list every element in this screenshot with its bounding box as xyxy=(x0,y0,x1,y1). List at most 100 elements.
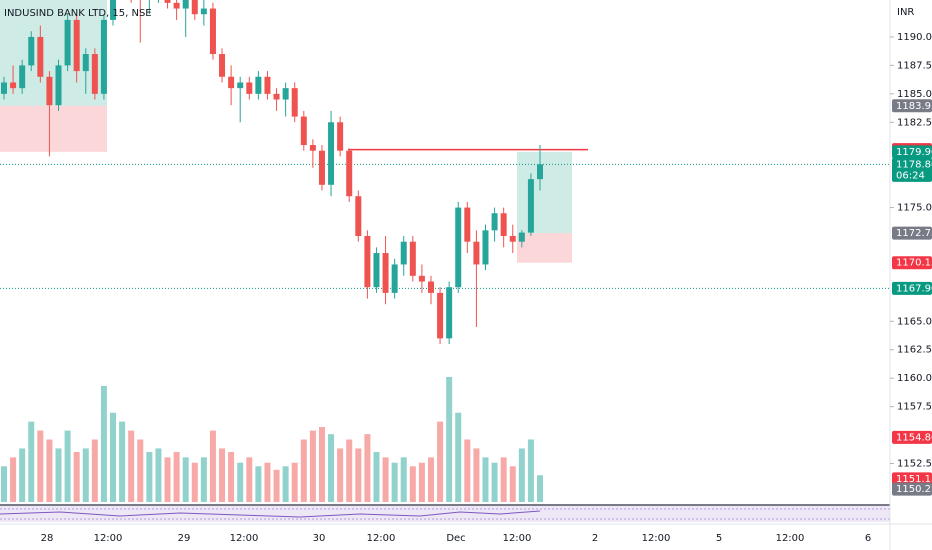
candle-body xyxy=(110,0,117,20)
volume-bar xyxy=(173,452,180,502)
profit-zone xyxy=(0,0,107,106)
volume-bar xyxy=(527,439,534,502)
y-tick-label: 1157.50 xyxy=(897,402,932,413)
price-tag-label: 1167.90 xyxy=(896,283,932,294)
y-tick-label: 1190.00 xyxy=(897,32,932,43)
volume-bar xyxy=(237,462,244,502)
x-tick-label: 12:00 xyxy=(776,533,805,544)
candle-body xyxy=(55,65,62,106)
volume-bar xyxy=(28,421,35,502)
plot-area xyxy=(0,0,890,502)
candle-body xyxy=(437,292,444,339)
volume-bar xyxy=(500,457,507,502)
x-tick-label: 12:00 xyxy=(367,533,396,544)
volume-bar xyxy=(100,385,107,502)
volume-bar xyxy=(482,457,489,502)
candle-body xyxy=(73,19,80,72)
candle-body xyxy=(91,54,98,94)
volume-bar xyxy=(10,457,17,502)
x-tick-label: 29 xyxy=(178,533,191,544)
candle-body xyxy=(346,150,353,197)
volume-bar xyxy=(73,452,80,502)
loss-zone xyxy=(0,105,107,152)
volume-bar xyxy=(518,448,525,502)
price-tag xyxy=(892,157,932,182)
volume-bar xyxy=(318,427,325,502)
volume-bar xyxy=(409,466,416,502)
price-tag-label: 1179.90 xyxy=(896,147,932,158)
x-tick-label: 30 xyxy=(313,533,326,544)
candle-body xyxy=(64,19,71,66)
volume-bar xyxy=(273,469,280,502)
candle-body xyxy=(409,241,416,276)
candle-body xyxy=(191,0,198,15)
y-tick-label: 1175.00 xyxy=(897,203,932,214)
candle-body xyxy=(1,82,7,94)
volume-bar xyxy=(282,466,289,502)
volume-bar xyxy=(82,448,89,502)
candle-body xyxy=(473,241,480,265)
x-tick-label: 12:00 xyxy=(503,533,532,544)
candle-body xyxy=(255,76,262,94)
price-tag-label: 1172.75 xyxy=(896,228,932,239)
volume-bar xyxy=(182,457,189,502)
x-tick-label: 6 xyxy=(865,533,871,544)
volume-bar xyxy=(55,448,62,502)
candle-body xyxy=(418,275,425,282)
y-tick-label: 1152.50 xyxy=(897,458,932,469)
volume-bar xyxy=(382,457,389,502)
candle-body xyxy=(382,253,389,293)
volume-bar xyxy=(491,462,498,502)
y-tick-label: 1182.50 xyxy=(897,117,932,128)
candle-body xyxy=(246,82,253,94)
candle-body xyxy=(209,8,216,55)
volume-bar xyxy=(164,457,171,502)
volume-bar xyxy=(19,448,26,502)
candle-body xyxy=(309,145,316,151)
oscillator-line xyxy=(0,510,541,518)
candle-body xyxy=(173,2,180,9)
volume-bar xyxy=(437,421,444,502)
candle-body xyxy=(518,232,525,242)
volume-bar xyxy=(427,457,434,502)
price-tag-label: 1150.25 xyxy=(896,484,932,495)
candle-body xyxy=(200,8,207,15)
candle-body xyxy=(237,82,244,89)
loss-zone xyxy=(517,233,572,263)
candle-body xyxy=(10,82,17,89)
price-tag-label: 1154.80 xyxy=(896,432,932,443)
volume-bar xyxy=(219,448,226,502)
volume-bar xyxy=(37,430,44,502)
volume-bar xyxy=(537,475,543,502)
candle-body xyxy=(282,88,289,100)
candle-body xyxy=(455,207,462,288)
price-tag xyxy=(892,226,932,240)
volume-bar xyxy=(200,457,207,502)
candle-body xyxy=(527,179,534,233)
volume-bar xyxy=(446,377,453,502)
candle-body xyxy=(427,281,434,293)
volume-bar xyxy=(191,462,198,502)
candle-body xyxy=(300,116,307,146)
volume-bar xyxy=(509,466,516,502)
price-tag xyxy=(892,430,932,444)
candle-body xyxy=(400,241,407,265)
volume-bar xyxy=(373,452,380,502)
x-tick-label: 5 xyxy=(716,533,722,544)
candle-body xyxy=(273,93,280,100)
x-tick-label: 28 xyxy=(41,533,54,544)
x-tick-label: 12:00 xyxy=(230,533,259,544)
volume-bar xyxy=(228,452,235,502)
volume-bar xyxy=(400,457,407,502)
volume-bar xyxy=(346,439,353,502)
countdown: 06:24 xyxy=(896,170,925,181)
volume-bar xyxy=(246,457,253,502)
candle-body xyxy=(219,54,226,77)
price-tag xyxy=(892,482,932,496)
volume-bar xyxy=(91,439,98,502)
volume-bar xyxy=(291,462,298,502)
candle-body xyxy=(291,88,298,117)
y-tick-label: 1185.00 xyxy=(897,89,932,100)
volume-bar xyxy=(300,439,307,502)
volume-bar xyxy=(473,448,480,502)
